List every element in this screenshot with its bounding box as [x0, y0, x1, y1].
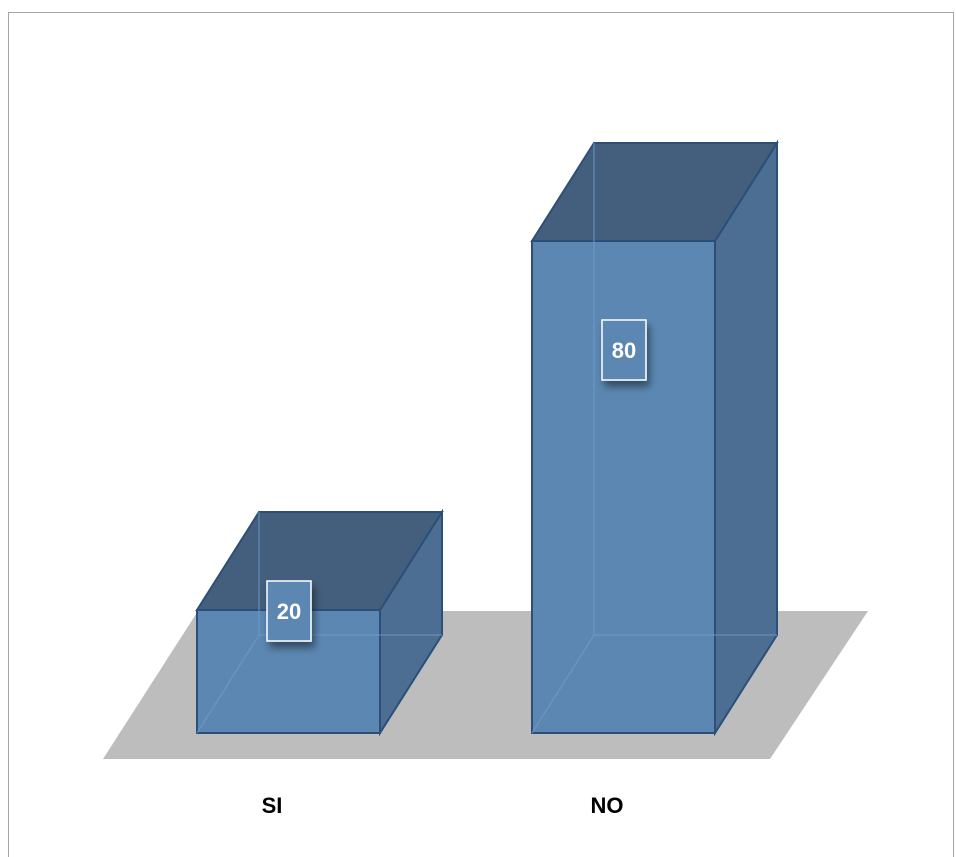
category-label-no: NO [591, 793, 624, 818]
data-label-si-box [266, 580, 312, 642]
bar-no: 80 [530, 139, 779, 737]
bar-si: 20 [195, 508, 444, 737]
data-label-si-text: 20 [277, 599, 301, 624]
bar-no-inner-edges [531, 143, 777, 734]
category-label-si: SI [262, 793, 283, 818]
data-label-no-text: 80 [612, 338, 636, 363]
bar-si-inner-edges [196, 512, 442, 734]
bar-no-side [714, 139, 778, 737]
bar-no-front [531, 240, 716, 734]
data-label-no-box [601, 319, 647, 381]
data-label-si: 20 [266, 580, 312, 642]
data-label-no: 80 [601, 319, 647, 381]
